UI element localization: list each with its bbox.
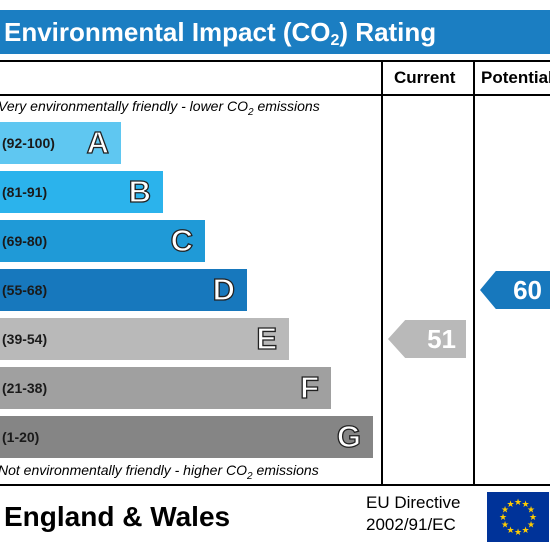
chart-title: Environmental Impact (CO2) Rating <box>4 10 436 63</box>
band-letter: G <box>336 418 361 454</box>
band-range: (55-68) <box>2 282 48 298</box>
bottom-note-subscript: 2 <box>247 470 253 482</box>
eu-star-icon: ★ <box>527 520 535 530</box>
potential-column-header: Potential <box>481 68 550 87</box>
header-divider <box>0 94 550 96</box>
current-column-header: Current <box>394 68 456 87</box>
title-main: Environmental Impact (CO <box>4 17 331 47</box>
top-note-end: emissions <box>253 98 320 114</box>
band-letter: A <box>86 124 110 160</box>
eu-star-icon: ★ <box>499 512 507 522</box>
band-range: (69-80) <box>2 233 48 249</box>
bottom-note-end: emissions <box>252 462 319 478</box>
eu-star-icon: ★ <box>521 525 529 535</box>
rating-frame <box>0 60 550 486</box>
potential-rating-value: 60 <box>513 275 542 305</box>
band-range: (21-38) <box>2 380 48 396</box>
title-bar: Environmental Impact (CO2) Rating <box>0 10 550 54</box>
eu-directive-line1: EU Directive <box>366 493 461 512</box>
band-range: (39-54) <box>2 331 48 347</box>
band-f: (21-38) F <box>0 367 331 409</box>
eu-star-icon: ★ <box>514 527 522 537</box>
eu-star-icon: ★ <box>514 497 522 507</box>
potential-rating-arrow: 60 <box>480 271 550 309</box>
band-g: (1-20) G <box>0 416 373 458</box>
band-letter: B <box>128 173 152 209</box>
divider-potential <box>473 60 475 486</box>
eu-directive-line2: 2002/91/EC <box>366 515 456 534</box>
band-letter: D <box>212 271 236 307</box>
band-letter: F <box>299 369 319 405</box>
top-note-subscript: 2 <box>248 106 254 118</box>
eu-flag-icon: ★ ★ ★ ★ ★ ★ ★ ★ ★ ★ ★ ★ <box>487 492 549 542</box>
band-range: (92-100) <box>2 135 55 151</box>
eu-star-icon: ★ <box>501 520 509 530</box>
top-note: Very environmentally friendly - lower CO… <box>0 98 320 118</box>
band-letter: E <box>256 320 278 356</box>
band-c: (69-80) C <box>0 220 205 262</box>
divider-current <box>381 60 383 486</box>
eu-star-icon: ★ <box>529 512 537 522</box>
band-range: (81-91) <box>2 184 48 200</box>
eu-star-icon: ★ <box>527 505 535 515</box>
title-end: ) Rating <box>339 17 437 47</box>
band-range: (1-20) <box>2 429 40 445</box>
current-rating-value: 51 <box>427 324 456 354</box>
band-a: (92-100) A <box>0 122 121 164</box>
eu-directive: EU Directive 2002/91/EC <box>366 492 482 536</box>
bottom-note-main: Not environmentally friendly - higher CO <box>0 462 247 478</box>
bottom-note: Not environmentally friendly - higher CO… <box>0 462 319 482</box>
eu-star-icon: ★ <box>506 499 514 509</box>
band-letter: C <box>170 222 194 258</box>
eu-flag-stars: ★ ★★★★★★★★★★★ <box>499 497 537 537</box>
eu-star-icon: ★ <box>506 525 514 535</box>
title-subscript: 2 <box>330 32 340 49</box>
band-d: (55-68) D <box>0 269 247 311</box>
band-e: (39-54) E <box>0 318 289 360</box>
top-note-main: Very environmentally friendly - lower CO <box>0 98 249 114</box>
eu-star-icon: ★ <box>521 499 529 509</box>
eu-star-icon: ★ <box>501 505 509 515</box>
region-label: England & Wales <box>4 501 231 532</box>
band-b: (81-91) B <box>0 171 163 213</box>
current-rating-arrow: 51 <box>388 320 466 358</box>
